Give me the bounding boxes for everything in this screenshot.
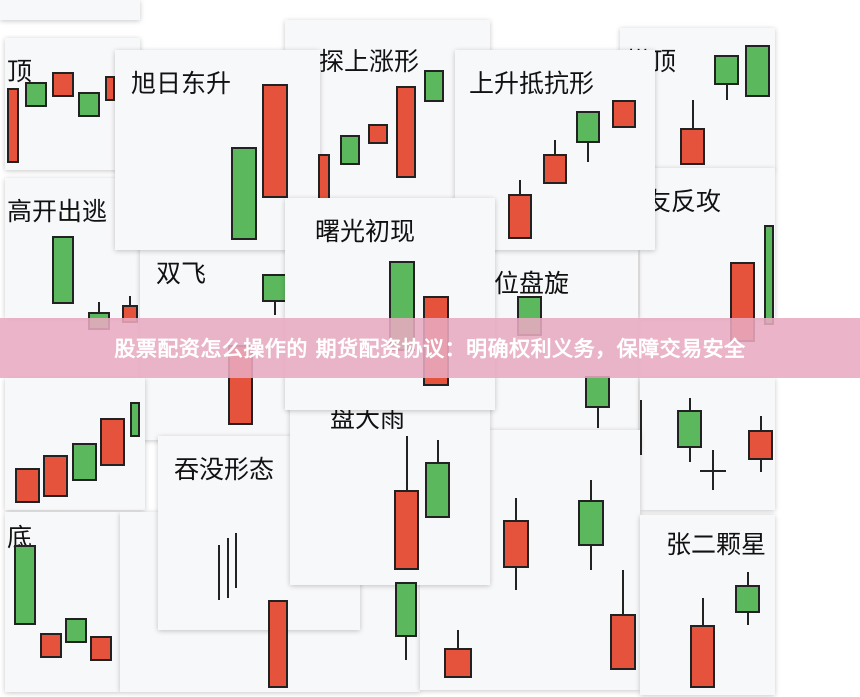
candle-wick	[691, 100, 694, 128]
candle-down	[25, 82, 47, 107]
card-title: 上升抵抗形	[469, 69, 595, 98]
candle-wick	[273, 302, 276, 315]
candle-down	[14, 545, 36, 625]
candle-wick	[688, 398, 691, 410]
card-title: 探上涨形	[319, 47, 420, 76]
candle-up	[508, 194, 532, 239]
candle-wick	[519, 180, 521, 194]
candle-up	[318, 154, 330, 204]
candle-up	[15, 468, 40, 503]
candle-up	[503, 520, 529, 568]
candle-down	[677, 410, 702, 448]
candle-down	[340, 135, 360, 165]
candle-up	[105, 76, 115, 101]
candle-up	[40, 633, 62, 658]
candle-up	[7, 88, 19, 163]
candle-up	[368, 124, 388, 144]
candle-wick	[129, 296, 131, 305]
candle-wick	[590, 546, 592, 570]
banner-text: 股票配资怎么操作的 期货配资协议：明确权利义务，保障交易安全	[114, 337, 746, 361]
candle-wick	[725, 85, 728, 100]
candle-up	[268, 600, 288, 688]
card-title: 位盘旋	[494, 269, 570, 298]
candle-up	[394, 490, 419, 570]
candle-up	[43, 455, 68, 497]
candle-wick	[688, 448, 691, 462]
candle-up	[52, 72, 74, 97]
candle-up	[690, 625, 715, 688]
candle-down	[576, 111, 600, 143]
card-title: 张二颗星	[666, 530, 767, 559]
candle-wick	[436, 440, 439, 462]
candle-wick	[701, 598, 704, 625]
candle-down	[714, 55, 739, 85]
card-title: 吞没形态	[174, 455, 275, 484]
candle-down	[72, 443, 97, 481]
candle-wick	[515, 498, 517, 520]
candle-up	[610, 614, 636, 670]
candle-up	[543, 154, 567, 184]
candle-wick	[587, 143, 589, 162]
card-pandayu: 盘大雨	[290, 395, 490, 585]
candle-down	[78, 92, 100, 117]
candle-down	[424, 70, 444, 102]
candle-down	[395, 582, 417, 637]
candle-wick	[622, 570, 624, 614]
candle-down	[262, 274, 287, 302]
candle-wick	[590, 480, 592, 500]
title-banner: 股票配资怎么操作的 期货配资协议：明确权利义务，保障交易安全	[0, 318, 860, 378]
candle-down	[745, 45, 770, 97]
candle-wick	[515, 568, 517, 590]
candle-up	[396, 86, 416, 178]
candle-down	[764, 225, 774, 325]
candle-line	[227, 538, 229, 598]
candle-down	[231, 147, 257, 240]
card-top-left	[0, 0, 140, 20]
candle-wick	[405, 436, 408, 490]
candle-up	[444, 648, 472, 678]
candle-down	[130, 402, 140, 437]
candle-up	[100, 418, 125, 466]
candle-down	[425, 462, 450, 518]
card-title: 旭日东升	[131, 69, 232, 98]
candle-wick	[759, 460, 762, 472]
candle-line	[235, 533, 237, 588]
candle-down	[52, 236, 74, 304]
candle-wick	[405, 637, 407, 660]
candle-wick	[746, 572, 749, 585]
card-title: 顶	[7, 57, 33, 86]
card-title: 曙光初现	[315, 217, 416, 246]
candle-up	[680, 128, 705, 165]
candle-wick	[596, 408, 599, 428]
candle-wick	[457, 630, 459, 648]
candle-line	[640, 400, 642, 455]
candle-down	[735, 585, 760, 613]
candle-wick	[554, 140, 556, 154]
card-title: 双飞	[156, 259, 207, 288]
doji-cross	[700, 470, 726, 472]
candle-down	[585, 376, 610, 408]
candle-wick	[759, 416, 762, 430]
card-title: 友反攻	[646, 187, 722, 216]
candle-down	[65, 618, 87, 643]
card-title: 高开出逃	[7, 197, 108, 226]
candle-down	[578, 500, 604, 546]
candle-line	[218, 545, 220, 600]
candle-up	[262, 84, 288, 198]
candle-wick	[98, 302, 100, 312]
candle-up	[748, 430, 773, 460]
card-tunmo: 吞没形态	[158, 436, 360, 630]
candle-up	[90, 636, 112, 661]
candle-up	[612, 100, 636, 128]
candle-wick	[746, 613, 749, 625]
